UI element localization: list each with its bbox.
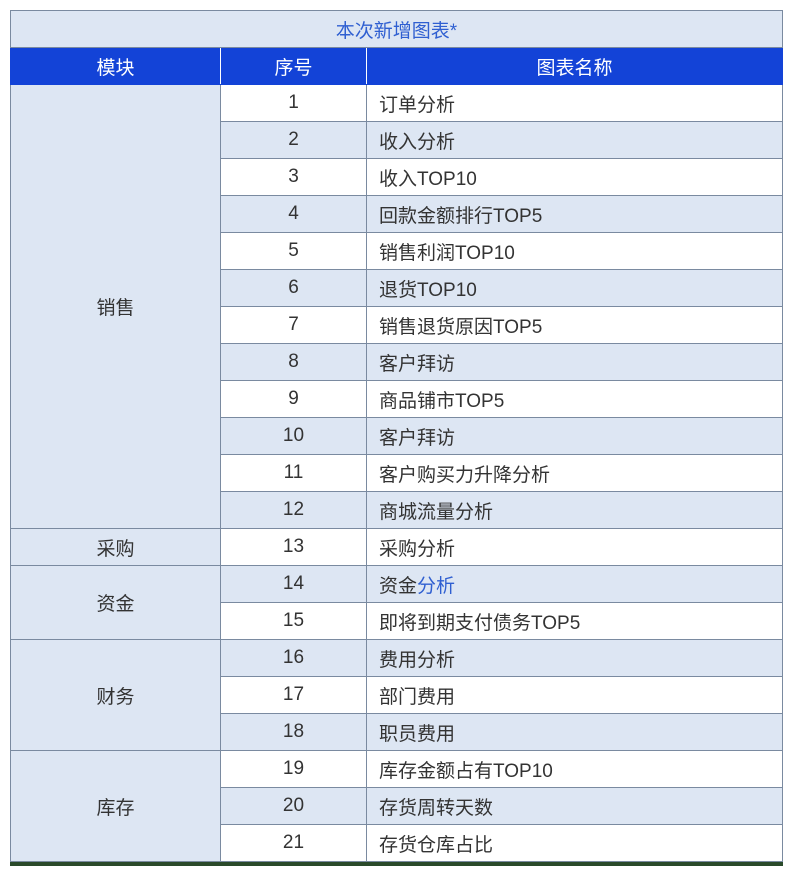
seq-cell: 18: [221, 714, 367, 751]
seq-cell: 1: [221, 85, 367, 122]
seq-cell: 10: [221, 418, 367, 455]
seq-cell: 4: [221, 196, 367, 233]
name-cell: 费用分析: [367, 640, 783, 677]
seq-cell: 19: [221, 751, 367, 788]
table-row: 采购13采购分析: [11, 529, 783, 566]
table-container: 本次新增图表* 模块 序号 图表名称 销售1订单分析2收入分析3收入TOP104…: [10, 10, 782, 866]
seq-cell: 20: [221, 788, 367, 825]
module-cell: 销售: [11, 85, 221, 529]
col-header-seq: 序号: [221, 48, 367, 85]
name-cell: 收入分析: [367, 122, 783, 159]
seq-cell: 14: [221, 566, 367, 603]
module-cell: 采购: [11, 529, 221, 566]
name-cell: 商城流量分析: [367, 492, 783, 529]
module-cell: 资金: [11, 566, 221, 640]
name-cell: 即将到期支付债务TOP5: [367, 603, 783, 640]
bottom-edge-row: [11, 862, 783, 866]
bottom-edge: [11, 862, 783, 866]
name-cell: 存货仓库占比: [367, 825, 783, 862]
seq-cell: 2: [221, 122, 367, 159]
col-header-module: 模块: [11, 48, 221, 85]
name-cell: 职员费用: [367, 714, 783, 751]
name-cell: 采购分析: [367, 529, 783, 566]
name-cell: 商品铺市TOP5: [367, 381, 783, 418]
name-link[interactable]: 分析: [417, 576, 455, 597]
module-cell: 库存: [11, 751, 221, 862]
seq-cell: 9: [221, 381, 367, 418]
name-cell: 销售利润TOP10: [367, 233, 783, 270]
name-cell: 客户拜访: [367, 418, 783, 455]
table-body: 本次新增图表* 模块 序号 图表名称 销售1订单分析2收入分析3收入TOP104…: [11, 11, 783, 866]
table-row: 财务16费用分析: [11, 640, 783, 677]
chart-list-table: 本次新增图表* 模块 序号 图表名称 销售1订单分析2收入分析3收入TOP104…: [10, 10, 783, 866]
seq-cell: 12: [221, 492, 367, 529]
table-row: 库存19库存金额占有TOP10: [11, 751, 783, 788]
seq-cell: 16: [221, 640, 367, 677]
name-cell: 退货TOP10: [367, 270, 783, 307]
name-cell: 客户购买力升降分析: [367, 455, 783, 492]
name-cell: 收入TOP10: [367, 159, 783, 196]
seq-cell: 5: [221, 233, 367, 270]
module-cell: 财务: [11, 640, 221, 751]
name-cell: 回款金额排行TOP5: [367, 196, 783, 233]
seq-cell: 3: [221, 159, 367, 196]
name-cell: 资金分析: [367, 566, 783, 603]
table-row: 资金 14资金分析: [11, 566, 783, 603]
name-text: 资金: [379, 576, 417, 597]
seq-cell: 8: [221, 344, 367, 381]
seq-cell: 7: [221, 307, 367, 344]
seq-cell: 21: [221, 825, 367, 862]
seq-cell: 15: [221, 603, 367, 640]
col-header-name: 图表名称: [367, 48, 783, 85]
title-row: 本次新增图表*: [11, 11, 783, 48]
name-cell: 库存金额占有TOP10: [367, 751, 783, 788]
seq-cell: 17: [221, 677, 367, 714]
table-title: 本次新增图表*: [11, 11, 783, 48]
seq-cell: 11: [221, 455, 367, 492]
name-cell: 订单分析: [367, 85, 783, 122]
name-cell: 销售退货原因TOP5: [367, 307, 783, 344]
name-cell: 存货周转天数: [367, 788, 783, 825]
name-cell: 客户拜访: [367, 344, 783, 381]
header-row: 模块 序号 图表名称: [11, 48, 783, 85]
table-row: 销售1订单分析: [11, 85, 783, 122]
seq-cell: 6: [221, 270, 367, 307]
name-cell: 部门费用: [367, 677, 783, 714]
seq-cell: 13: [221, 529, 367, 566]
